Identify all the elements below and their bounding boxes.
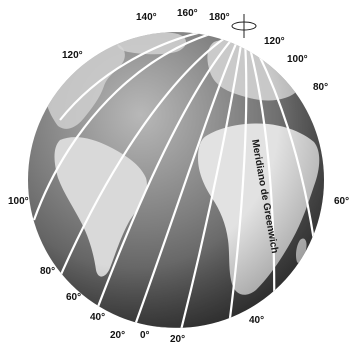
label-60-left: 60°	[66, 292, 81, 303]
meridian-line-160	[94, 32, 245, 313]
label-80-left: 80°	[40, 266, 55, 277]
meridian-line-180-a	[54, 32, 245, 287]
label-0: 0°	[140, 330, 150, 341]
label-20-left: 20°	[110, 330, 125, 341]
label-100-right: 100°	[287, 54, 308, 65]
meridian-line-120-left	[59, 32, 245, 121]
globe-shading	[28, 32, 324, 328]
label-80-right: 80°	[313, 82, 328, 93]
meridian-line-40	[242, 32, 276, 325]
label-20-bottom: 20°	[170, 334, 185, 344]
label-120-right: 120°	[264, 36, 285, 47]
label-180: 180°	[209, 12, 230, 23]
label-140: 140°	[136, 12, 157, 23]
label-120-top: 120°	[62, 50, 83, 61]
meridian-line-140	[132, 32, 245, 328]
label-40-left: 40°	[90, 312, 105, 323]
meridian-lines	[32, 32, 320, 328]
label-100-left: 100°	[8, 196, 29, 207]
meridian-line-20	[226, 32, 248, 328]
label-60-right: 60°	[334, 196, 349, 207]
label-160: 160°	[177, 8, 198, 19]
meridian-line-0	[178, 32, 246, 328]
label-40-right: 40°	[249, 315, 264, 326]
